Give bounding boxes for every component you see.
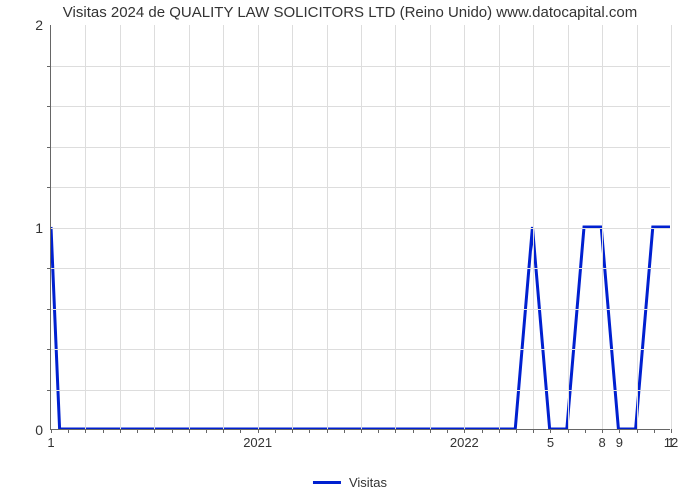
x-axis-minor-tick bbox=[240, 429, 241, 433]
grid-line-v bbox=[533, 25, 534, 429]
y-axis-tick-label: 2 bbox=[35, 17, 51, 33]
grid-line-v bbox=[154, 25, 155, 429]
x-axis-minor-tick bbox=[85, 429, 86, 433]
grid-line-v bbox=[568, 25, 569, 429]
grid-line-v bbox=[120, 25, 121, 429]
x-axis-minor-tick bbox=[482, 429, 483, 433]
x-axis-minor-tick bbox=[309, 429, 310, 433]
grid-line-v bbox=[85, 25, 86, 429]
y-axis-minor-tick bbox=[47, 349, 51, 350]
x-axis-minor-tick bbox=[413, 429, 414, 433]
x-axis-minor-tick bbox=[51, 429, 52, 433]
x-axis-minor-tick bbox=[275, 429, 276, 433]
grid-line-v bbox=[602, 25, 603, 429]
x-axis-minor-tick bbox=[637, 429, 638, 433]
x-axis-minor-tick bbox=[568, 429, 569, 433]
x-axis-minor-tick bbox=[499, 429, 500, 433]
chart-container: 012120212022589121 bbox=[50, 25, 670, 430]
y-axis-minor-tick bbox=[47, 268, 51, 269]
legend-swatch bbox=[313, 481, 341, 484]
x-axis-minor-tick bbox=[68, 429, 69, 433]
grid-line-v bbox=[395, 25, 396, 429]
grid-line-v bbox=[258, 25, 259, 429]
grid-line-v bbox=[464, 25, 465, 429]
legend-label: Visitas bbox=[349, 475, 387, 490]
x-axis-minor-tick bbox=[464, 429, 465, 433]
x-axis-minor-tick bbox=[550, 429, 551, 433]
x-axis-minor-tick bbox=[120, 429, 121, 433]
grid-line-v bbox=[223, 25, 224, 429]
x-axis-minor-tick bbox=[223, 429, 224, 433]
x-axis-minor-tick bbox=[585, 429, 586, 433]
x-axis-minor-tick bbox=[671, 429, 672, 433]
y-axis-minor-tick bbox=[47, 390, 51, 391]
grid-line-v bbox=[327, 25, 328, 429]
x-axis-minor-tick bbox=[206, 429, 207, 433]
x-axis-minor-tick bbox=[154, 429, 155, 433]
grid-line-v bbox=[637, 25, 638, 429]
x-axis-minor-tick bbox=[292, 429, 293, 433]
x-axis-minor-tick bbox=[430, 429, 431, 433]
x-axis-minor-tick bbox=[602, 429, 603, 433]
chart-title: Visitas 2024 de QUALITY LAW SOLICITORS L… bbox=[0, 0, 700, 21]
x-axis-minor-tick bbox=[361, 429, 362, 433]
plot-area: 012120212022589121 bbox=[50, 25, 670, 430]
y-axis-minor-tick bbox=[47, 66, 51, 67]
grid-line-v bbox=[189, 25, 190, 429]
x-axis-minor-tick bbox=[654, 429, 655, 433]
x-axis-minor-tick bbox=[258, 429, 259, 433]
grid-line-v bbox=[361, 25, 362, 429]
x-axis-minor-tick bbox=[378, 429, 379, 433]
x-axis-minor-tick bbox=[327, 429, 328, 433]
x-axis-minor-tick bbox=[516, 429, 517, 433]
y-axis-minor-tick bbox=[47, 187, 51, 188]
x-axis-minor-tick bbox=[103, 429, 104, 433]
x-axis-minor-tick bbox=[137, 429, 138, 433]
x-axis-minor-tick bbox=[344, 429, 345, 433]
y-axis-minor-tick bbox=[47, 309, 51, 310]
grid-line-v bbox=[671, 25, 672, 429]
x-axis-minor-tick bbox=[172, 429, 173, 433]
x-axis-minor-tick bbox=[395, 429, 396, 433]
grid-line-v bbox=[430, 25, 431, 429]
grid-line-v bbox=[292, 25, 293, 429]
y-axis-tick-label: 1 bbox=[35, 220, 51, 236]
y-axis-minor-tick bbox=[47, 147, 51, 148]
grid-line-v bbox=[499, 25, 500, 429]
x-axis-minor-tick bbox=[189, 429, 190, 433]
legend: Visitas bbox=[313, 475, 387, 490]
x-axis-minor-tick bbox=[533, 429, 534, 433]
x-axis-minor-tick bbox=[619, 429, 620, 433]
x-axis-minor-tick bbox=[447, 429, 448, 433]
y-axis-minor-tick bbox=[47, 106, 51, 107]
